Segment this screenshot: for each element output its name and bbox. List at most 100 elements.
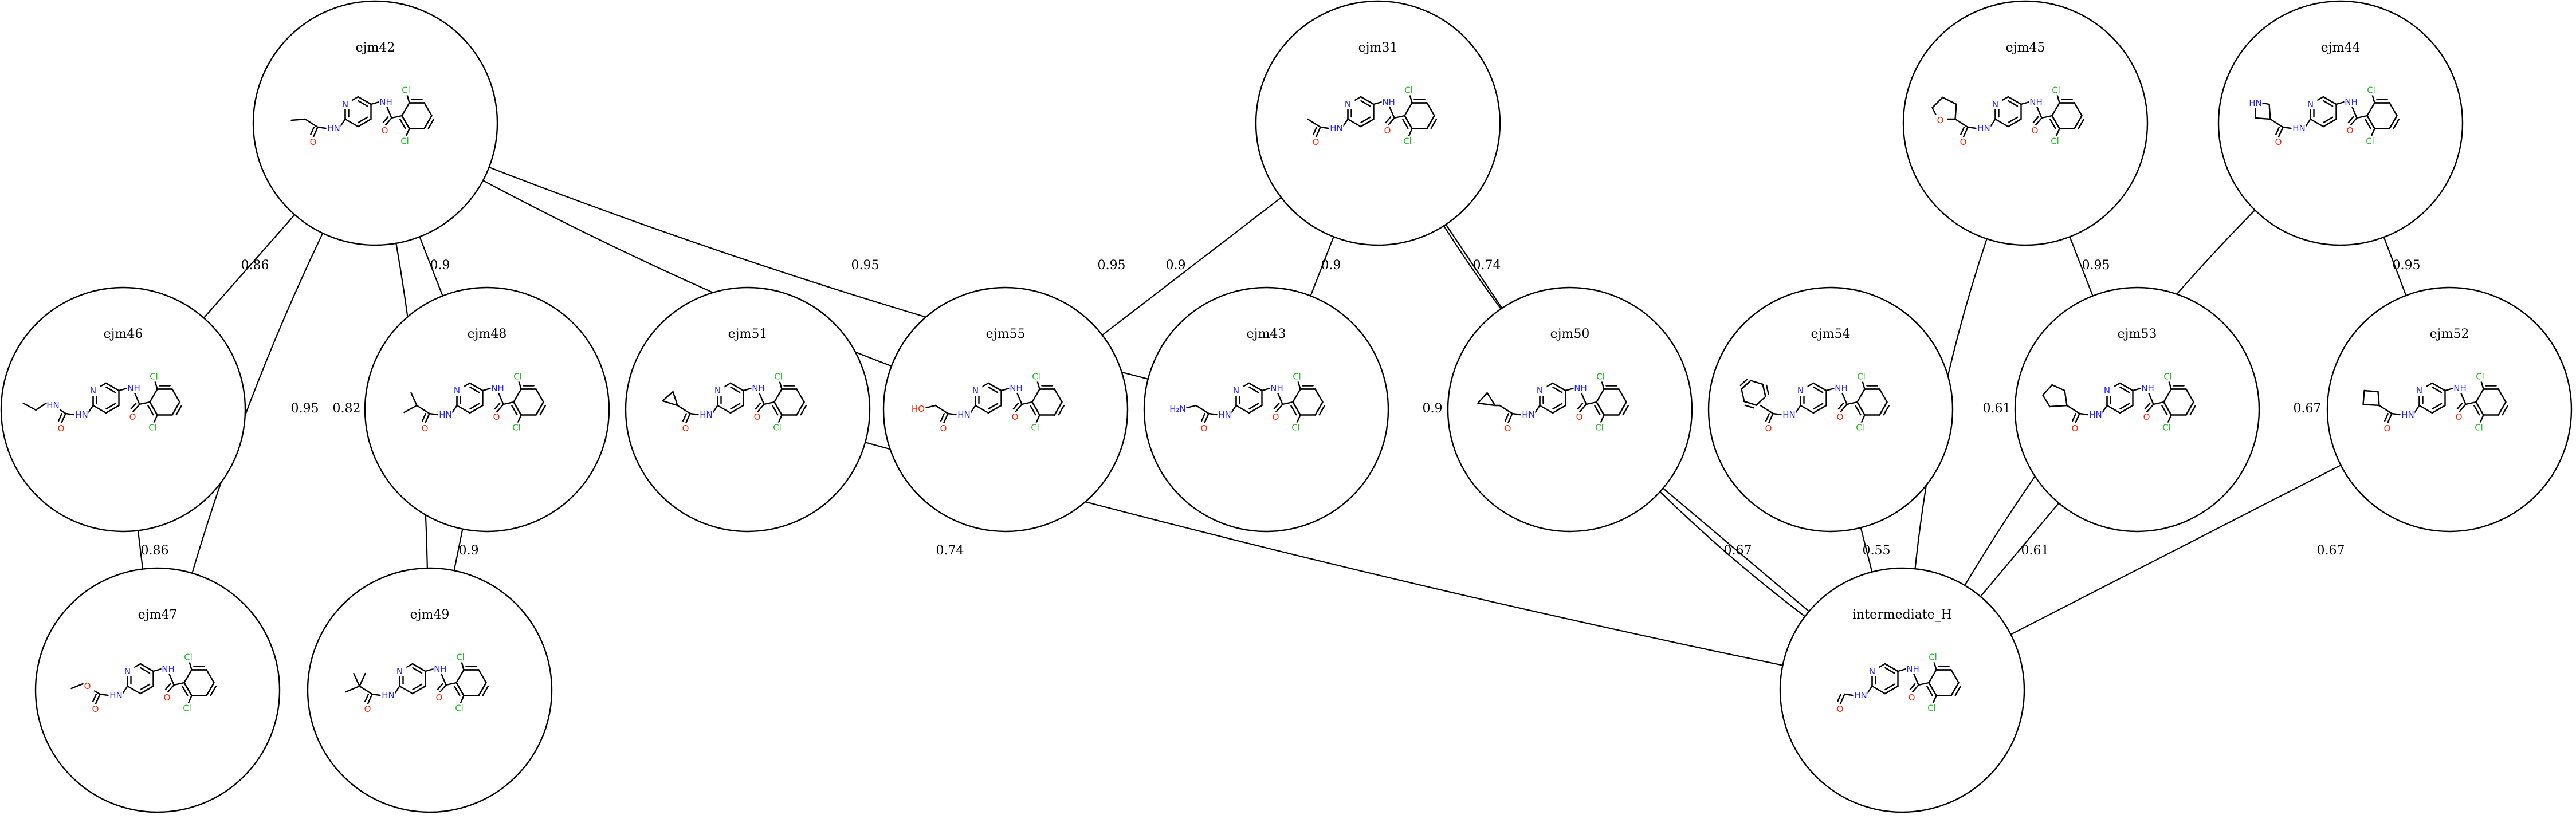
edge-ejm31-ejm55 (1102, 197, 1282, 336)
edge-label-ejm42-ejm49: 0.82 (333, 401, 361, 416)
edge-ejm31-ejm43 (1310, 237, 1334, 296)
chlorine-bottom: Cl (512, 423, 521, 433)
pyridine-nitrogen: N (396, 666, 403, 676)
chlorine-top: Cl (774, 371, 783, 381)
node-label: ejm51 (728, 327, 768, 341)
chlorine-top: Cl (184, 652, 193, 662)
carbonyl-oxygen: O (2143, 412, 2150, 422)
chlorine-bottom: Cl (1403, 136, 1412, 147)
pyridine-nitrogen: N (1233, 385, 1239, 396)
amide-nh: NH (2345, 97, 2358, 107)
molecule-structure: N NH O Cl Cl HN O HN (22, 371, 182, 434)
amide-oxygen: O (422, 423, 429, 434)
node-ejm51[interactable]: ejm51 N NH O Cl Cl HN O (625, 286, 871, 533)
amide-nh: NH (2029, 97, 2043, 107)
edge-ejm44-ejm52 (2383, 237, 2407, 296)
amide-hn: HN (957, 409, 971, 420)
node-circle (2014, 286, 2260, 533)
node-ejm44[interactable]: ejm44 N NH O Cl Cl HN O HN (2217, 0, 2464, 246)
molecule-structure: N NH O Cl Cl HN O (290, 85, 434, 148)
amide-hn: HN (1330, 123, 1343, 133)
amide-nh: NH (491, 383, 504, 393)
node-ejm49[interactable]: ejm49 N NH O Cl Cl HN O (307, 567, 553, 813)
carbonyl-oxygen: O (1384, 125, 1391, 136)
node-label: ejm48 (468, 327, 507, 341)
edge-label-ejm42-ejm55: 0.95 (851, 258, 879, 273)
amide-oxygen: O (2275, 137, 2282, 147)
node-label: ejm50 (1550, 327, 1590, 341)
edge-label-ejm48-ejm49: 0.9 (459, 544, 479, 558)
amide-nh: NH (434, 664, 447, 674)
amide-hn: HN (2401, 409, 2414, 420)
chlorine-top: Cl (2163, 371, 2172, 381)
node-ejm53[interactable]: ejm53 N NH O Cl Cl HN O (2014, 286, 2260, 533)
edge-label-ejm53-intermediate_H: 0.61 (2021, 544, 2049, 558)
amide-hn: HN (327, 123, 340, 133)
edge-label-layer: 0.86 0.95 0.82 0.9 0.95 0.95 0.9 0.9 0.74 0.9 0.95… (141, 258, 2421, 558)
edge-label-ejm54-intermediate_H: 0.55 (1863, 544, 1891, 558)
node-ejm31[interactable]: ejm31 N NH O Cl Cl HN O (1255, 0, 1501, 246)
chlorine-top: Cl (1857, 371, 1866, 381)
chlorine-top: Cl (2476, 371, 2484, 381)
amide-nh: NH (752, 383, 765, 393)
chlorine-top: Cl (1404, 85, 1413, 95)
edge-ejm42-ejm47 (191, 233, 324, 574)
chlorine-bottom: Cl (1595, 423, 1604, 433)
node-ejm42[interactable]: ejm42 N NH O Cl Cl HN O (252, 0, 498, 246)
node-ejm46[interactable]: ejm46 N NH O Cl Cl HN O HN (0, 286, 246, 533)
node-circle (625, 286, 871, 533)
chlorine-bottom: Cl (1031, 423, 1039, 433)
chlorine-bottom: Cl (2475, 423, 2483, 433)
edge-ejm31-ejm50 (1445, 224, 1503, 309)
node-ejm52[interactable]: ejm52 N NH O Cl Cl HN O (2326, 286, 2573, 533)
carbonyl-oxygen: O (164, 692, 171, 703)
amide-hn: HN (1977, 123, 1990, 133)
node-ejm43[interactable]: ejm43 N NH O Cl Cl HN O H₂N (1143, 286, 1389, 533)
node-label: ejm52 (2430, 327, 2469, 341)
node-circle (1143, 286, 1389, 533)
chlorine-top: Cl (150, 371, 158, 381)
node-label: ejm47 (138, 608, 178, 622)
edge-label-ejm31-ejm55: 0.9 (1166, 258, 1186, 273)
node-circle (1902, 0, 2149, 246)
chlorine-bottom: Cl (183, 703, 191, 714)
carbonyl-oxygen: O (1273, 412, 1279, 422)
edge-ejm50-intermediate_H (1662, 487, 1810, 612)
node-ejm48[interactable]: ejm48 N NH O Cl Cl HN O (364, 286, 610, 533)
pyridine-nitrogen: N (1869, 666, 1875, 676)
pyridine-nitrogen: N (1537, 385, 1543, 396)
amide-nh: NH (1906, 664, 1919, 674)
node-label: ejm53 (2118, 327, 2157, 341)
amide-oxygen: O (2384, 423, 2391, 434)
amide-hn: HN (439, 409, 452, 420)
node-label: ejm42 (356, 41, 395, 55)
edge-label-ejm52-intermediate_H: 0.67 (2317, 544, 2345, 558)
edge-label-ejm42-ejm46: 0.86 (241, 258, 269, 273)
node-ejm55[interactable]: ejm55 N NH O Cl Cl HN O HO (882, 286, 1129, 533)
node-circle (1255, 0, 1501, 246)
chlorine-top: Cl (513, 371, 522, 381)
amide-oxygen: O (940, 423, 947, 434)
node-intermediate_H[interactable]: intermediate_H N NH O Cl Cl HN O (1779, 567, 2025, 813)
edge-ejm42-ejm46 (203, 214, 296, 318)
node-circle (1447, 286, 1693, 533)
node-ejm50[interactable]: ejm50 N NH O Cl Cl HN O (1447, 286, 1693, 533)
node-ejm54[interactable]: ejm54 N NH O Cl Cl HN O (1707, 286, 1954, 533)
edge-ejm46-ejm47 (137, 530, 144, 569)
edge-ejm48-ejm49 (453, 529, 464, 571)
chlorine-top: Cl (456, 652, 465, 662)
node-ejm45[interactable]: ejm45 N NH O Cl Cl HN O O (1902, 0, 2149, 246)
node-label: ejm44 (2321, 41, 2361, 55)
node-label: ejm49 (410, 608, 450, 622)
carbonyl-oxygen: O (129, 412, 136, 422)
node-ejm47[interactable]: ejm47 N NH O Cl Cl HN O O (34, 567, 281, 813)
pyridine-nitrogen: N (1992, 99, 1998, 109)
amide-hn: HN (1218, 409, 1231, 420)
node-circle (1707, 286, 1954, 533)
chlorine-bottom: Cl (400, 136, 409, 147)
node-circle (2326, 286, 2573, 533)
chlorine-top: Cl (1032, 371, 1040, 381)
amide-oxygen: O (58, 423, 65, 434)
edge-label-ejm44-intermediate_H: 0.67 (2294, 401, 2322, 416)
edge-label-ejm50-intermediate_H: 0.67 (1724, 544, 1752, 558)
